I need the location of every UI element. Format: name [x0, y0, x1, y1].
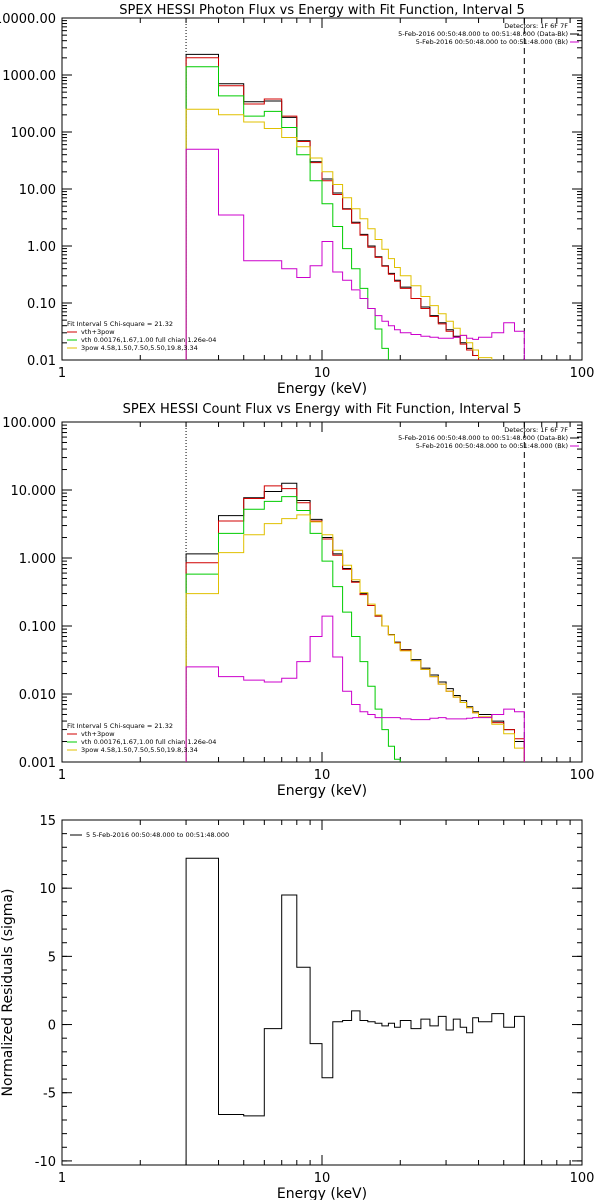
chart1-series-1-histogram [185, 53, 479, 360]
chart1-fit-legend-item: vth+3pow [81, 328, 115, 336]
chart3-y-tick-label: 0 [48, 1019, 56, 1034]
chart1-y-tick-label: 10000.00 [0, 12, 56, 27]
chart3-y-tick-label: 15 [39, 814, 56, 829]
chart2-series-2-histogram [185, 485, 525, 762]
chart3-x-tick-label: 100 [570, 1171, 595, 1186]
chart1-series-5-histogram [185, 148, 525, 360]
chart1-info-line-2: 5-Feb-2016 00:50:48.000 to 00:51:48.000 … [416, 38, 568, 46]
chart2-detectors-label: Detectors: 1F 6F 7F [504, 426, 568, 434]
chart2-x-tick-label: 1 [58, 768, 66, 783]
chart1-y-tick-label: 0.10 [27, 297, 56, 312]
chart2-title: SPEX HESSI Count Flux vs Energy with Fit… [123, 402, 522, 417]
chart3-y-tick-label: -5 [43, 1087, 56, 1102]
chart1-series-3-histogram [185, 66, 389, 360]
chart1-fit-legend-header: Fit Interval 5 Chi-square = 21.32 [67, 320, 173, 328]
chart2-x-tick-label: 10 [314, 768, 331, 783]
chart2-info-line-2: 5-Feb-2016 00:50:48.000 to 00:51:48.000 … [416, 442, 568, 450]
chart3-y-tick-label: 5 [48, 950, 56, 965]
chart2-x-tick-label: 100 [570, 768, 595, 783]
chart1-y-tick-label: 0.01 [27, 354, 56, 369]
chart2-x-axis-label: Energy (keV) [277, 783, 367, 799]
chart2-y-tick-label: 0.010 [19, 688, 56, 703]
chart3-x-tick-label: 10 [314, 1171, 331, 1186]
chart2-y-tick-label: 0.001 [19, 756, 56, 771]
chart2-y-tick-label: 10.000 [11, 484, 57, 499]
chart1-info-line-1: 5-Feb-2016 00:50:48.000 to 00:51:48.000 … [398, 30, 568, 38]
chart3-axes-frame [61, 819, 583, 1166]
chart1-y-tick-label: 1000.00 [2, 69, 56, 84]
chart2-fit-legend-item: vth+3pow [81, 730, 115, 738]
chart3-legend-label: 5 5-Feb-2016 00:50:48.000 to 00:51:48.00… [86, 831, 229, 839]
chart2-fit-legend-item: 3pow 4.58,1.50,7.50,5.50,19.8,3.34 [81, 746, 198, 754]
chart1-series-4-histogram [185, 108, 493, 360]
chart2-y-tick-label: 0.100 [19, 620, 56, 635]
chart2-series-3-histogram [185, 496, 401, 762]
chart1-x-axis-label: Energy (keV) [277, 381, 367, 397]
chart3-x-axis-label: Energy (keV) [277, 1186, 367, 1200]
chart2-y-tick-label: 100.000 [2, 416, 56, 431]
chart1-x-tick-label: 10 [314, 366, 331, 381]
chart2-fit-legend-item: vth 0.00176,1.67,1.00 full chian 1.26e-0… [81, 738, 216, 746]
chart3-y-tick-label: -10 [35, 1155, 56, 1170]
chart2-series-4-histogram [185, 514, 525, 762]
chart2-series-5-histogram [185, 615, 525, 762]
chart3-series-1-histogram [185, 857, 525, 1165]
chart1-fit-legend-item: 3pow 4.58,1.50,7.50,5.50,19.8,3.34 [81, 344, 198, 352]
chart1-y-tick-label: 1.00 [27, 240, 56, 255]
chart2-fit-legend-header: Fit Interval 5 Chi-square = 21.32 [67, 722, 173, 730]
chart1-series-2-histogram [185, 57, 479, 360]
chart1-detectors-label: Detectors: 1F 6F 7F [504, 22, 568, 30]
chart3-y-tick-label: 10 [39, 882, 56, 897]
chart1-y-tick-label: 100.00 [11, 126, 57, 141]
chart1-title: SPEX HESSI Photon Flux vs Energy with Fi… [119, 3, 525, 18]
chart1-y-tick-label: 10.00 [19, 183, 56, 198]
chart2-y-tick-label: 1.000 [19, 552, 56, 567]
chart2-info-line-1: 5-Feb-2016 00:50:48.000 to 00:51:48.000 … [398, 434, 568, 442]
chart3-x-tick-label: 1 [58, 1171, 66, 1186]
chart1-x-tick-label: 1 [58, 366, 66, 381]
chart1-x-tick-label: 100 [570, 366, 595, 381]
chart2-series-1-histogram [185, 482, 525, 762]
chart1-fit-legend-item: vth 0.00176,1.67,1.00 full chian 1.26e-0… [81, 336, 216, 344]
chart3-y-axis-label: Normalized Residuals (sigma) [0, 889, 16, 1097]
